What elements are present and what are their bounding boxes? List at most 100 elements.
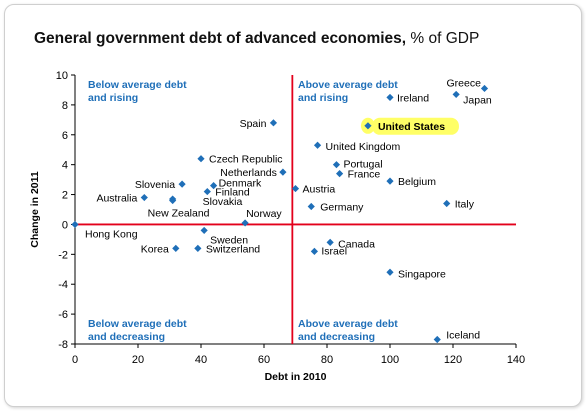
point-label: Slovakia [203,196,243,208]
chart-title-unit: % of GDP [410,30,480,47]
data-point-slovakia: Slovakia [169,195,242,208]
x-tick-label: 120 [444,354,462,366]
point-label: Portugal [343,159,382,171]
y-tick-label: 4 [62,160,68,172]
point-label: United Kingdom [326,141,401,153]
data-point-germany: Germany [307,202,364,214]
data-point-spain: Spain [240,118,278,130]
point-marker [480,84,489,93]
point-label: Australia [96,193,137,205]
data-point-united-kingdom: United Kingdom [313,141,401,153]
point-marker [200,226,208,235]
data-point-portugal: Portugal [332,159,383,171]
quadrant-label-line: Above average debt [298,318,398,330]
x-tick-label: 0 [72,354,78,366]
point-label: Italy [455,199,475,211]
data-point-canada: Canada [326,238,375,250]
point-label: Greece [447,77,482,89]
point-marker [197,155,205,163]
point-label: Ireland [397,92,429,104]
quadrant-label-line: Below average debt [88,318,187,330]
y-tick-label: -8 [58,339,68,351]
x-tick-label: 80 [321,354,333,366]
quadrant-label-line: and rising [88,92,138,104]
point-marker [269,119,278,127]
point-marker [326,238,334,246]
point-marker [203,187,211,196]
data-point-iceland: Iceland [433,330,480,344]
quadrant-label-line: Below average debt [88,79,187,91]
quadrant-label-line: Above average debt [298,79,398,91]
point-marker [194,244,202,252]
point-label: Slovenia [135,179,175,191]
point-marker [443,199,451,208]
y-axis-title: Change in 2011 [29,171,41,248]
data-point-switzerland: Switzerland [194,243,260,255]
quadrant-label-line: and rising [298,92,348,104]
data-point-new-zealand: New Zealand [148,196,210,220]
data-point-norway: Norway [241,208,282,227]
point-label: New Zealand [148,208,210,220]
data-point-greece: Greece [447,77,489,93]
x-tick-label: 60 [258,354,270,366]
point-label: Norway [246,208,282,220]
point-label: Singapore [398,268,446,280]
x-tick-label: 100 [381,354,399,366]
point-label: Austria [303,184,336,196]
y-tick-label: 10 [56,70,68,82]
point-marker [336,170,344,178]
point-label: Israel [321,245,347,257]
y-tick-label: -4 [58,279,68,291]
y-tick-label: 2 [62,190,68,202]
point-marker [178,180,186,188]
point-marker [140,193,148,202]
y-tick-label: 8 [62,100,68,112]
data-point-australia: Australia [96,193,148,205]
point-marker [386,93,394,102]
quadrant-label-line: and decreasing [298,331,375,343]
data-point-ireland: Ireland [386,92,429,104]
x-tick-label: 20 [132,354,144,366]
point-marker [169,196,177,205]
point-label: Switzerland [206,243,260,255]
point-label: Germany [320,202,364,214]
data-point-sweden: Sweden [200,226,248,246]
point-label: Sweden [210,234,248,246]
data-point-israel: Israel [310,245,347,257]
data-point-japan: Japan [452,90,492,106]
point-label: Czech Republic [209,154,283,166]
data-point-netherlands: Netherlands [220,167,287,179]
data-points: Greece Japan Ireland United States Spain Unit… [71,77,492,344]
y-tick-label: -2 [58,249,68,261]
point-marker [364,122,372,130]
data-point-denmark: Denmark [210,178,262,190]
point-marker [291,184,300,193]
point-marker [386,268,394,276]
point-marker [241,219,249,227]
data-point-singapore: Singapore [386,268,446,280]
data-point-united-states: United States [360,117,459,135]
data-point-belgium: Belgium [386,176,436,188]
data-point-italy: Italy [443,199,475,211]
point-label: Hong Kong [85,228,138,240]
point-label: Japan [463,94,492,106]
y-tick-label: 6 [62,130,68,142]
data-point-austria: Austria [291,184,336,196]
point-label: France [348,169,381,181]
x-tick-label: 40 [195,354,207,366]
data-point-finland: Finland [203,187,250,199]
point-label: Iceland [446,330,480,342]
chart-title: General government debt of advanced econ… [34,30,479,48]
point-marker [386,177,394,185]
y-tick-label: -6 [58,309,68,321]
quadrant-label-line: and decreasing [88,331,165,343]
point-label: Korea [141,243,169,255]
point-marker [172,244,180,252]
data-point-czech-republic: Czech Republic [197,154,283,166]
